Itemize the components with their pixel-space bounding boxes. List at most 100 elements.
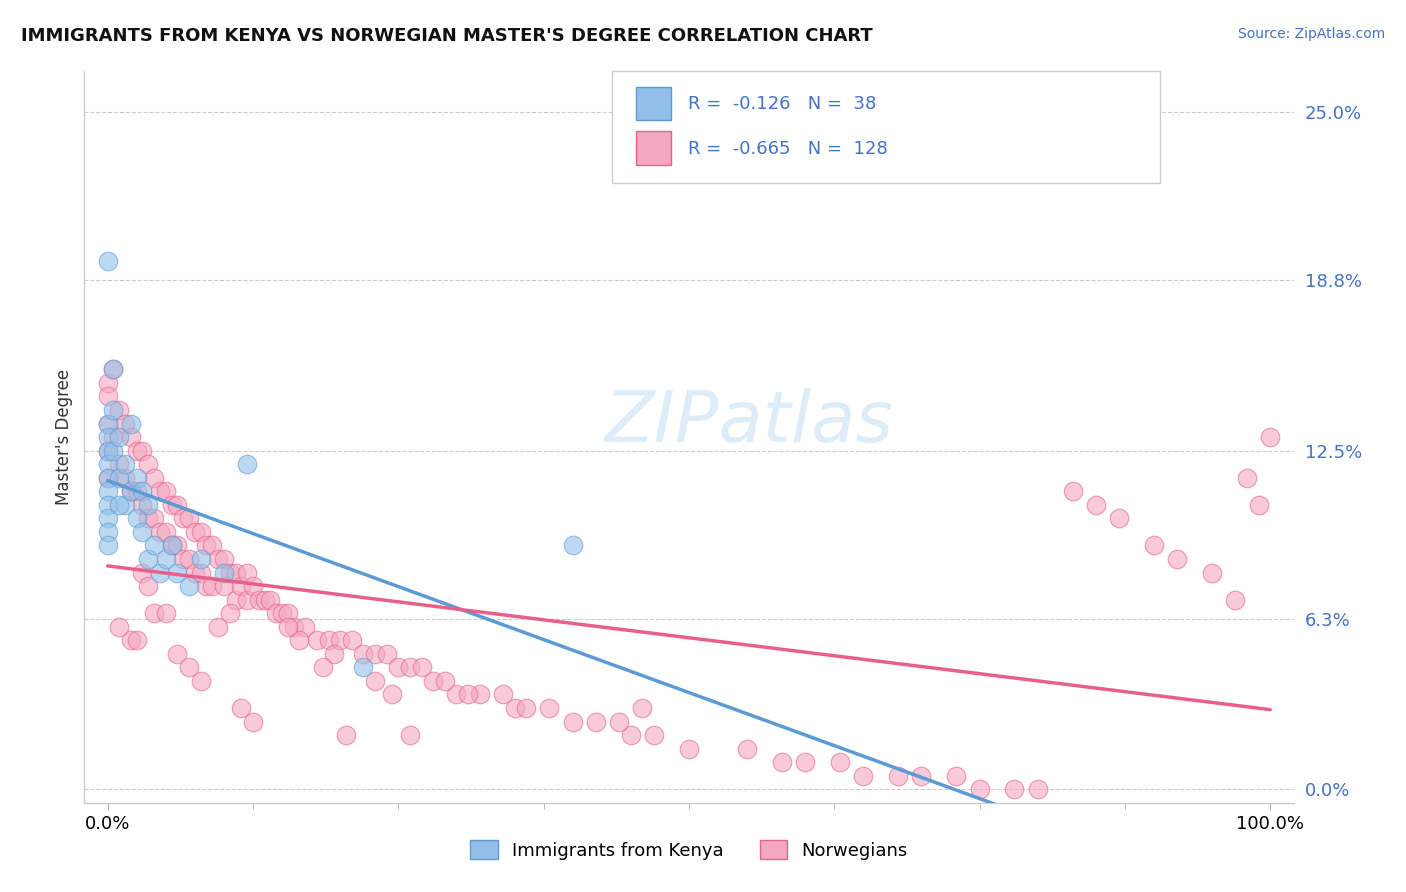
Point <box>231 579 253 593</box>
Point <box>195 579 218 593</box>
Point <box>212 552 235 566</box>
Point <box>114 457 136 471</box>
Point <box>131 484 153 499</box>
Point <box>1004 782 1026 797</box>
Point <box>1201 566 1223 580</box>
Legend: Immigrants from Kenya, Norwegians: Immigrants from Kenya, Norwegians <box>463 833 915 867</box>
Point <box>125 443 148 458</box>
Point <box>561 714 583 729</box>
Point <box>1084 498 1107 512</box>
Point <box>125 471 148 485</box>
Point <box>149 524 172 539</box>
Point <box>643 728 665 742</box>
Point <box>131 498 153 512</box>
Point <box>364 673 387 688</box>
Point <box>561 538 583 552</box>
Text: R =  -0.126   N =  38: R = -0.126 N = 38 <box>688 95 876 113</box>
Point <box>114 417 136 431</box>
Point <box>166 647 188 661</box>
Point <box>945 769 967 783</box>
Point <box>236 566 259 580</box>
Point <box>143 606 166 620</box>
Point <box>131 524 153 539</box>
Point <box>125 484 148 499</box>
Point <box>97 524 120 539</box>
Point <box>103 362 125 376</box>
Point <box>114 498 136 512</box>
Point <box>97 430 120 444</box>
Point <box>323 647 346 661</box>
Point <box>492 688 515 702</box>
Point <box>887 769 910 783</box>
Point <box>108 457 131 471</box>
Point <box>103 403 125 417</box>
Point <box>735 741 758 756</box>
Point <box>177 579 200 593</box>
Text: IMMIGRANTS FROM KENYA VS NORWEGIAN MASTER'S DEGREE CORRELATION CHART: IMMIGRANTS FROM KENYA VS NORWEGIAN MASTE… <box>21 27 873 45</box>
Point <box>225 592 247 607</box>
Point <box>1236 471 1258 485</box>
Point <box>97 443 120 458</box>
Point <box>277 620 299 634</box>
Point <box>190 566 212 580</box>
Point <box>218 606 240 620</box>
Point <box>136 457 159 471</box>
Point <box>236 457 259 471</box>
Point <box>160 538 183 552</box>
Point <box>910 769 932 783</box>
Point <box>108 620 131 634</box>
Point <box>207 620 229 634</box>
Point <box>114 471 136 485</box>
Point <box>131 443 153 458</box>
Point <box>1247 498 1270 512</box>
Point <box>969 782 991 797</box>
Point <box>108 403 131 417</box>
Point <box>236 592 259 607</box>
Point <box>1166 552 1188 566</box>
Point <box>136 511 159 525</box>
Point <box>155 606 177 620</box>
Text: R =  -0.665   N =  128: R = -0.665 N = 128 <box>688 140 887 158</box>
Point <box>143 511 166 525</box>
Point <box>271 606 294 620</box>
Point <box>340 633 363 648</box>
Point <box>375 647 398 661</box>
Point <box>446 688 468 702</box>
Point <box>97 484 120 499</box>
Point <box>143 538 166 552</box>
Point <box>190 552 212 566</box>
Point <box>136 552 159 566</box>
Point <box>201 579 224 593</box>
Point <box>136 498 159 512</box>
Point <box>283 620 305 634</box>
Point <box>103 443 125 458</box>
Point <box>433 673 456 688</box>
Point <box>177 660 200 674</box>
Point <box>131 566 153 580</box>
Point <box>120 484 142 499</box>
Point <box>195 538 218 552</box>
Point <box>218 566 240 580</box>
Point <box>468 688 491 702</box>
Point <box>97 417 120 431</box>
Point <box>312 660 335 674</box>
Point <box>172 511 194 525</box>
Point <box>108 430 131 444</box>
Point <box>160 538 183 552</box>
Point <box>515 701 537 715</box>
Point <box>259 592 281 607</box>
Text: ZIPatlas: ZIPatlas <box>605 388 894 457</box>
Point <box>177 511 200 525</box>
Point <box>172 552 194 566</box>
Point <box>585 714 607 729</box>
Point <box>1062 484 1084 499</box>
Point <box>97 471 120 485</box>
Point <box>247 592 270 607</box>
Point <box>678 741 700 756</box>
Point <box>503 701 526 715</box>
Point <box>631 701 654 715</box>
Point <box>103 362 125 376</box>
Point <box>184 524 207 539</box>
Point <box>770 755 793 769</box>
Point <box>108 471 131 485</box>
